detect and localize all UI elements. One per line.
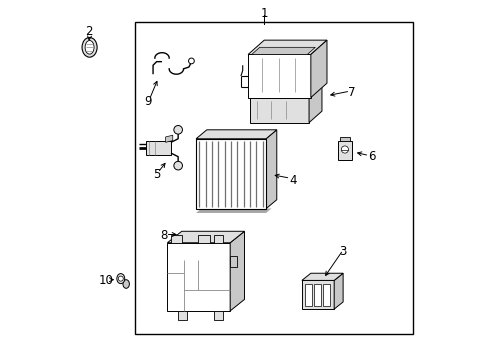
Polygon shape bbox=[230, 231, 244, 311]
Polygon shape bbox=[145, 140, 171, 155]
Polygon shape bbox=[323, 284, 329, 306]
Polygon shape bbox=[310, 40, 326, 98]
Polygon shape bbox=[247, 54, 310, 98]
Polygon shape bbox=[301, 280, 333, 309]
Bar bbox=[135, 22, 412, 334]
Polygon shape bbox=[214, 235, 223, 243]
Polygon shape bbox=[337, 140, 351, 160]
Polygon shape bbox=[247, 40, 326, 54]
Circle shape bbox=[174, 161, 182, 170]
Polygon shape bbox=[167, 231, 244, 243]
Text: 4: 4 bbox=[288, 174, 296, 186]
Polygon shape bbox=[251, 47, 315, 54]
Text: 6: 6 bbox=[367, 150, 375, 163]
Text: 10: 10 bbox=[99, 274, 114, 287]
Polygon shape bbox=[249, 98, 308, 123]
Polygon shape bbox=[214, 311, 223, 320]
Text: 7: 7 bbox=[347, 86, 355, 99]
Ellipse shape bbox=[122, 280, 129, 288]
Polygon shape bbox=[308, 86, 321, 123]
Ellipse shape bbox=[85, 41, 94, 54]
Polygon shape bbox=[333, 273, 343, 309]
Polygon shape bbox=[305, 284, 311, 306]
Polygon shape bbox=[339, 137, 349, 140]
Polygon shape bbox=[198, 235, 210, 243]
Circle shape bbox=[341, 146, 348, 153]
Polygon shape bbox=[167, 243, 230, 311]
Text: 2: 2 bbox=[84, 25, 92, 38]
Ellipse shape bbox=[82, 37, 97, 57]
Polygon shape bbox=[171, 235, 182, 243]
Polygon shape bbox=[196, 208, 271, 213]
Polygon shape bbox=[301, 273, 343, 280]
Ellipse shape bbox=[117, 274, 124, 284]
Circle shape bbox=[188, 58, 194, 64]
Polygon shape bbox=[230, 256, 237, 267]
Polygon shape bbox=[196, 139, 265, 209]
Text: 9: 9 bbox=[143, 95, 151, 108]
Polygon shape bbox=[314, 284, 320, 306]
Polygon shape bbox=[265, 130, 276, 209]
Text: 5: 5 bbox=[153, 168, 160, 181]
Text: 1: 1 bbox=[260, 7, 267, 20]
Polygon shape bbox=[196, 130, 276, 139]
Circle shape bbox=[118, 276, 123, 281]
Circle shape bbox=[174, 126, 182, 134]
Polygon shape bbox=[178, 311, 187, 320]
Text: 8: 8 bbox=[160, 229, 167, 242]
Text: 3: 3 bbox=[339, 245, 346, 258]
Polygon shape bbox=[165, 135, 172, 142]
